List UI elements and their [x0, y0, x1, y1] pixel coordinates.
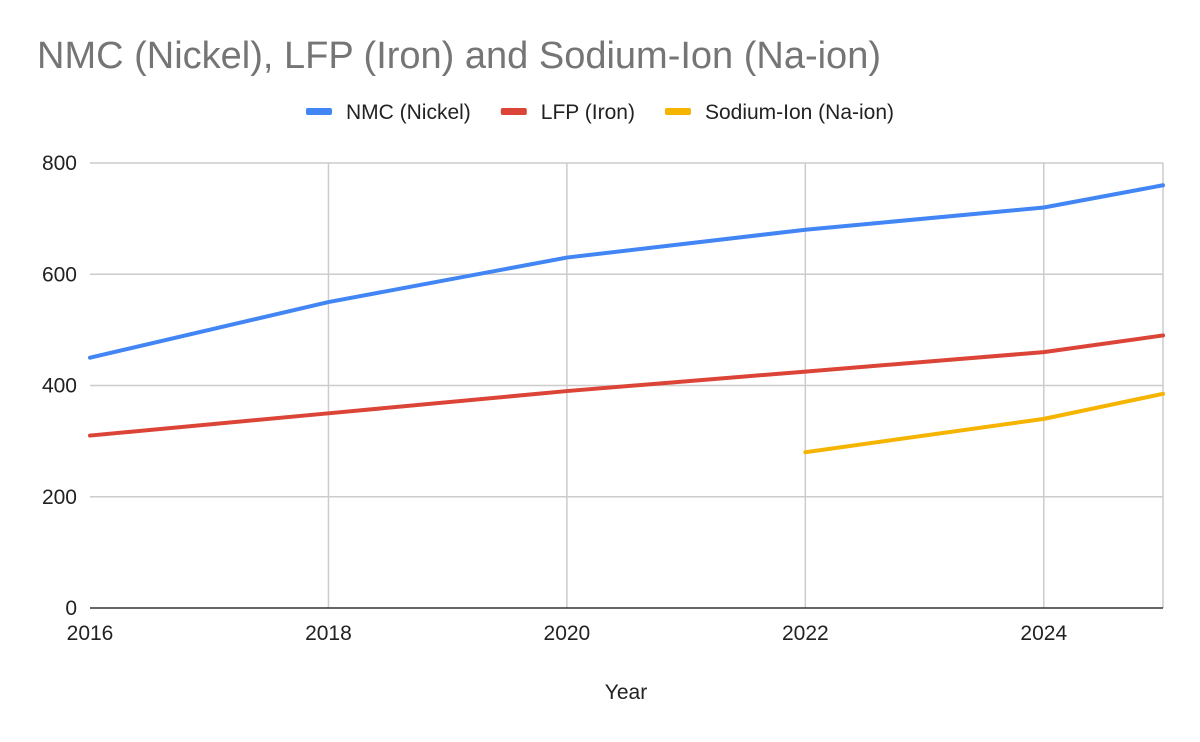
legend-swatch: [664, 108, 691, 115]
y-tick-label: 200: [42, 486, 77, 509]
grid: [90, 162, 1164, 609]
x-tick-label: 2020: [544, 622, 591, 645]
y-tick-label: 400: [42, 375, 77, 398]
x-tick-label: 2024: [1020, 622, 1067, 645]
x-axis-ticks: 2016 2018 2020 2022 2024: [67, 622, 1068, 645]
legend-swatch: [500, 108, 527, 115]
x-tick-label: 2022: [782, 622, 829, 645]
legend-item-2: Sodium-Ion (Na-ion): [664, 101, 894, 124]
series-line-0: [88, 183, 1165, 360]
legend: NMC (Nickel) LFP (Iron) Sodium-Ion (Na-ion…: [305, 101, 894, 124]
y-tick-label: 800: [42, 152, 77, 175]
x-tick-label: 2016: [67, 622, 114, 645]
series-line-2: [803, 391, 1165, 455]
legend-label: LFP (Iron): [541, 101, 635, 124]
x-tick-label: 2018: [305, 622, 352, 645]
legend-item-1: LFP (Iron): [500, 101, 635, 124]
chart-title: NMC (Nickel), LFP (Iron) and Sodium-Ion …: [37, 35, 881, 77]
x-axis-label: Year: [605, 681, 647, 704]
y-tick-label: 600: [42, 263, 77, 286]
legend-label: Sodium-Ion (Na-ion): [705, 101, 894, 124]
legend-swatch: [305, 108, 332, 115]
series-group: [88, 183, 1165, 455]
legend-label: NMC (Nickel): [346, 101, 471, 124]
series-line-1: [88, 333, 1165, 438]
legend-item-0: NMC (Nickel): [305, 101, 471, 124]
y-axis-ticks: 0 200 400 600 800: [42, 152, 77, 620]
y-tick-label: 0: [65, 597, 77, 620]
